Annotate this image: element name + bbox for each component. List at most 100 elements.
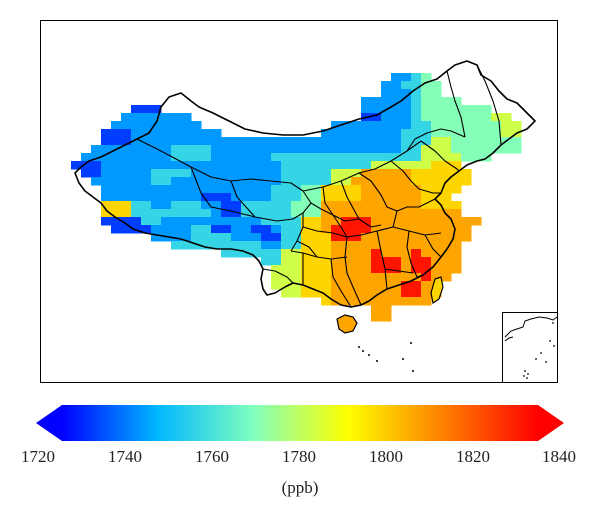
grid-cell: [371, 145, 382, 154]
grid-cell: [401, 233, 412, 242]
grid-cell: [351, 257, 362, 266]
grid-cell: [461, 137, 472, 146]
grid-cell: [421, 265, 432, 274]
grid-cell: [221, 217, 232, 226]
grid-cell: [121, 113, 132, 122]
province-border: [190, 166, 304, 222]
grid-cell: [101, 185, 112, 194]
grid-cell: [351, 201, 362, 210]
grid-cell: [121, 193, 132, 202]
grid-cell: [181, 217, 192, 226]
grid-cell: [261, 257, 272, 266]
grid-cell: [271, 265, 282, 274]
grid-cell: [391, 201, 402, 210]
grid-cell: [311, 265, 322, 274]
grid-cell: [211, 241, 222, 250]
grid-cell: [361, 265, 372, 274]
grid-cell: [461, 217, 472, 226]
island-dot: [358, 346, 360, 348]
grid-cell: [481, 121, 492, 130]
grid-cell: [151, 185, 162, 194]
grid-cell: [461, 153, 472, 162]
grid-cell: [241, 233, 252, 242]
grid-cell: [141, 137, 152, 146]
grid-cell: [121, 161, 132, 170]
grid-cell: [211, 161, 222, 170]
grid-cell: [271, 241, 282, 250]
south-china-sea-inset-map: [504, 316, 557, 379]
grid-cell: [411, 257, 422, 266]
grid-cell: [411, 225, 422, 234]
grid-cell: [161, 161, 172, 170]
grid-cell: [381, 169, 392, 178]
grid-cell: [421, 201, 432, 210]
grid-cell: [411, 281, 422, 290]
grid-cell: [381, 257, 392, 266]
grid-cell: [351, 249, 362, 258]
grid-cell: [461, 121, 472, 130]
grid-cell: [371, 97, 382, 106]
grid-cell: [371, 161, 382, 170]
province-border: [376, 230, 388, 290]
grid-cell: [311, 241, 322, 250]
grid-cell: [411, 249, 422, 258]
grid-cell: [401, 169, 412, 178]
grid-cell: [271, 137, 282, 146]
grid-cell: [271, 145, 282, 154]
grid-cell: [391, 129, 402, 138]
grid-cell: [191, 185, 202, 194]
grid-cell: [161, 225, 172, 234]
grid-cell: [321, 225, 332, 234]
grid-cell: [461, 145, 472, 154]
grid-cell: [151, 113, 162, 122]
grid-cell: [111, 193, 122, 202]
grid-cell: [121, 225, 132, 234]
grid-cell: [71, 161, 82, 170]
grid-cell: [171, 185, 182, 194]
grid-cell: [291, 249, 302, 258]
grid-cell: [321, 233, 332, 242]
grid-cell: [381, 129, 392, 138]
grid-cell: [421, 241, 432, 250]
grid-cell: [151, 225, 162, 234]
grid-cell: [331, 153, 342, 162]
grid-cell: [141, 129, 152, 138]
grid-cell: [321, 289, 332, 298]
grid-cell: [341, 297, 352, 306]
grid-cell: [331, 145, 342, 154]
grid-cell: [151, 193, 162, 202]
grid-cell: [451, 161, 462, 170]
grid-cell: [281, 201, 292, 210]
grid-cell: [261, 241, 272, 250]
grid-cell: [461, 233, 472, 242]
grid-cell: [331, 201, 342, 210]
grid-cell: [251, 137, 262, 146]
grid-cell: [401, 193, 412, 202]
grid-cell: [221, 169, 232, 178]
grid-cell: [181, 185, 192, 194]
grid-cell: [391, 225, 402, 234]
grid-cell: [201, 217, 212, 226]
grid-cell: [361, 185, 372, 194]
grid-cell: [411, 273, 422, 282]
grid-cell: [251, 249, 262, 258]
grid-cell: [331, 225, 342, 234]
grid-cell: [171, 137, 182, 146]
grid-cell: [201, 193, 212, 202]
grid-cell: [481, 105, 492, 114]
grid-cell: [321, 185, 332, 194]
grid-cell: [271, 281, 282, 290]
grid-cell: [431, 217, 442, 226]
grid-cell: [311, 249, 322, 258]
grid-cell: [351, 129, 362, 138]
grid-cell: [191, 169, 202, 178]
grid-cell: [271, 193, 282, 202]
grid-cell: [431, 265, 442, 274]
grid-cell: [391, 217, 402, 226]
grid-cell: [231, 169, 242, 178]
grid-cell: [181, 177, 192, 186]
grid-cell: [381, 97, 392, 106]
grid-cell: [401, 241, 412, 250]
grid-cell: [291, 209, 302, 218]
grid-cell: [111, 201, 122, 210]
